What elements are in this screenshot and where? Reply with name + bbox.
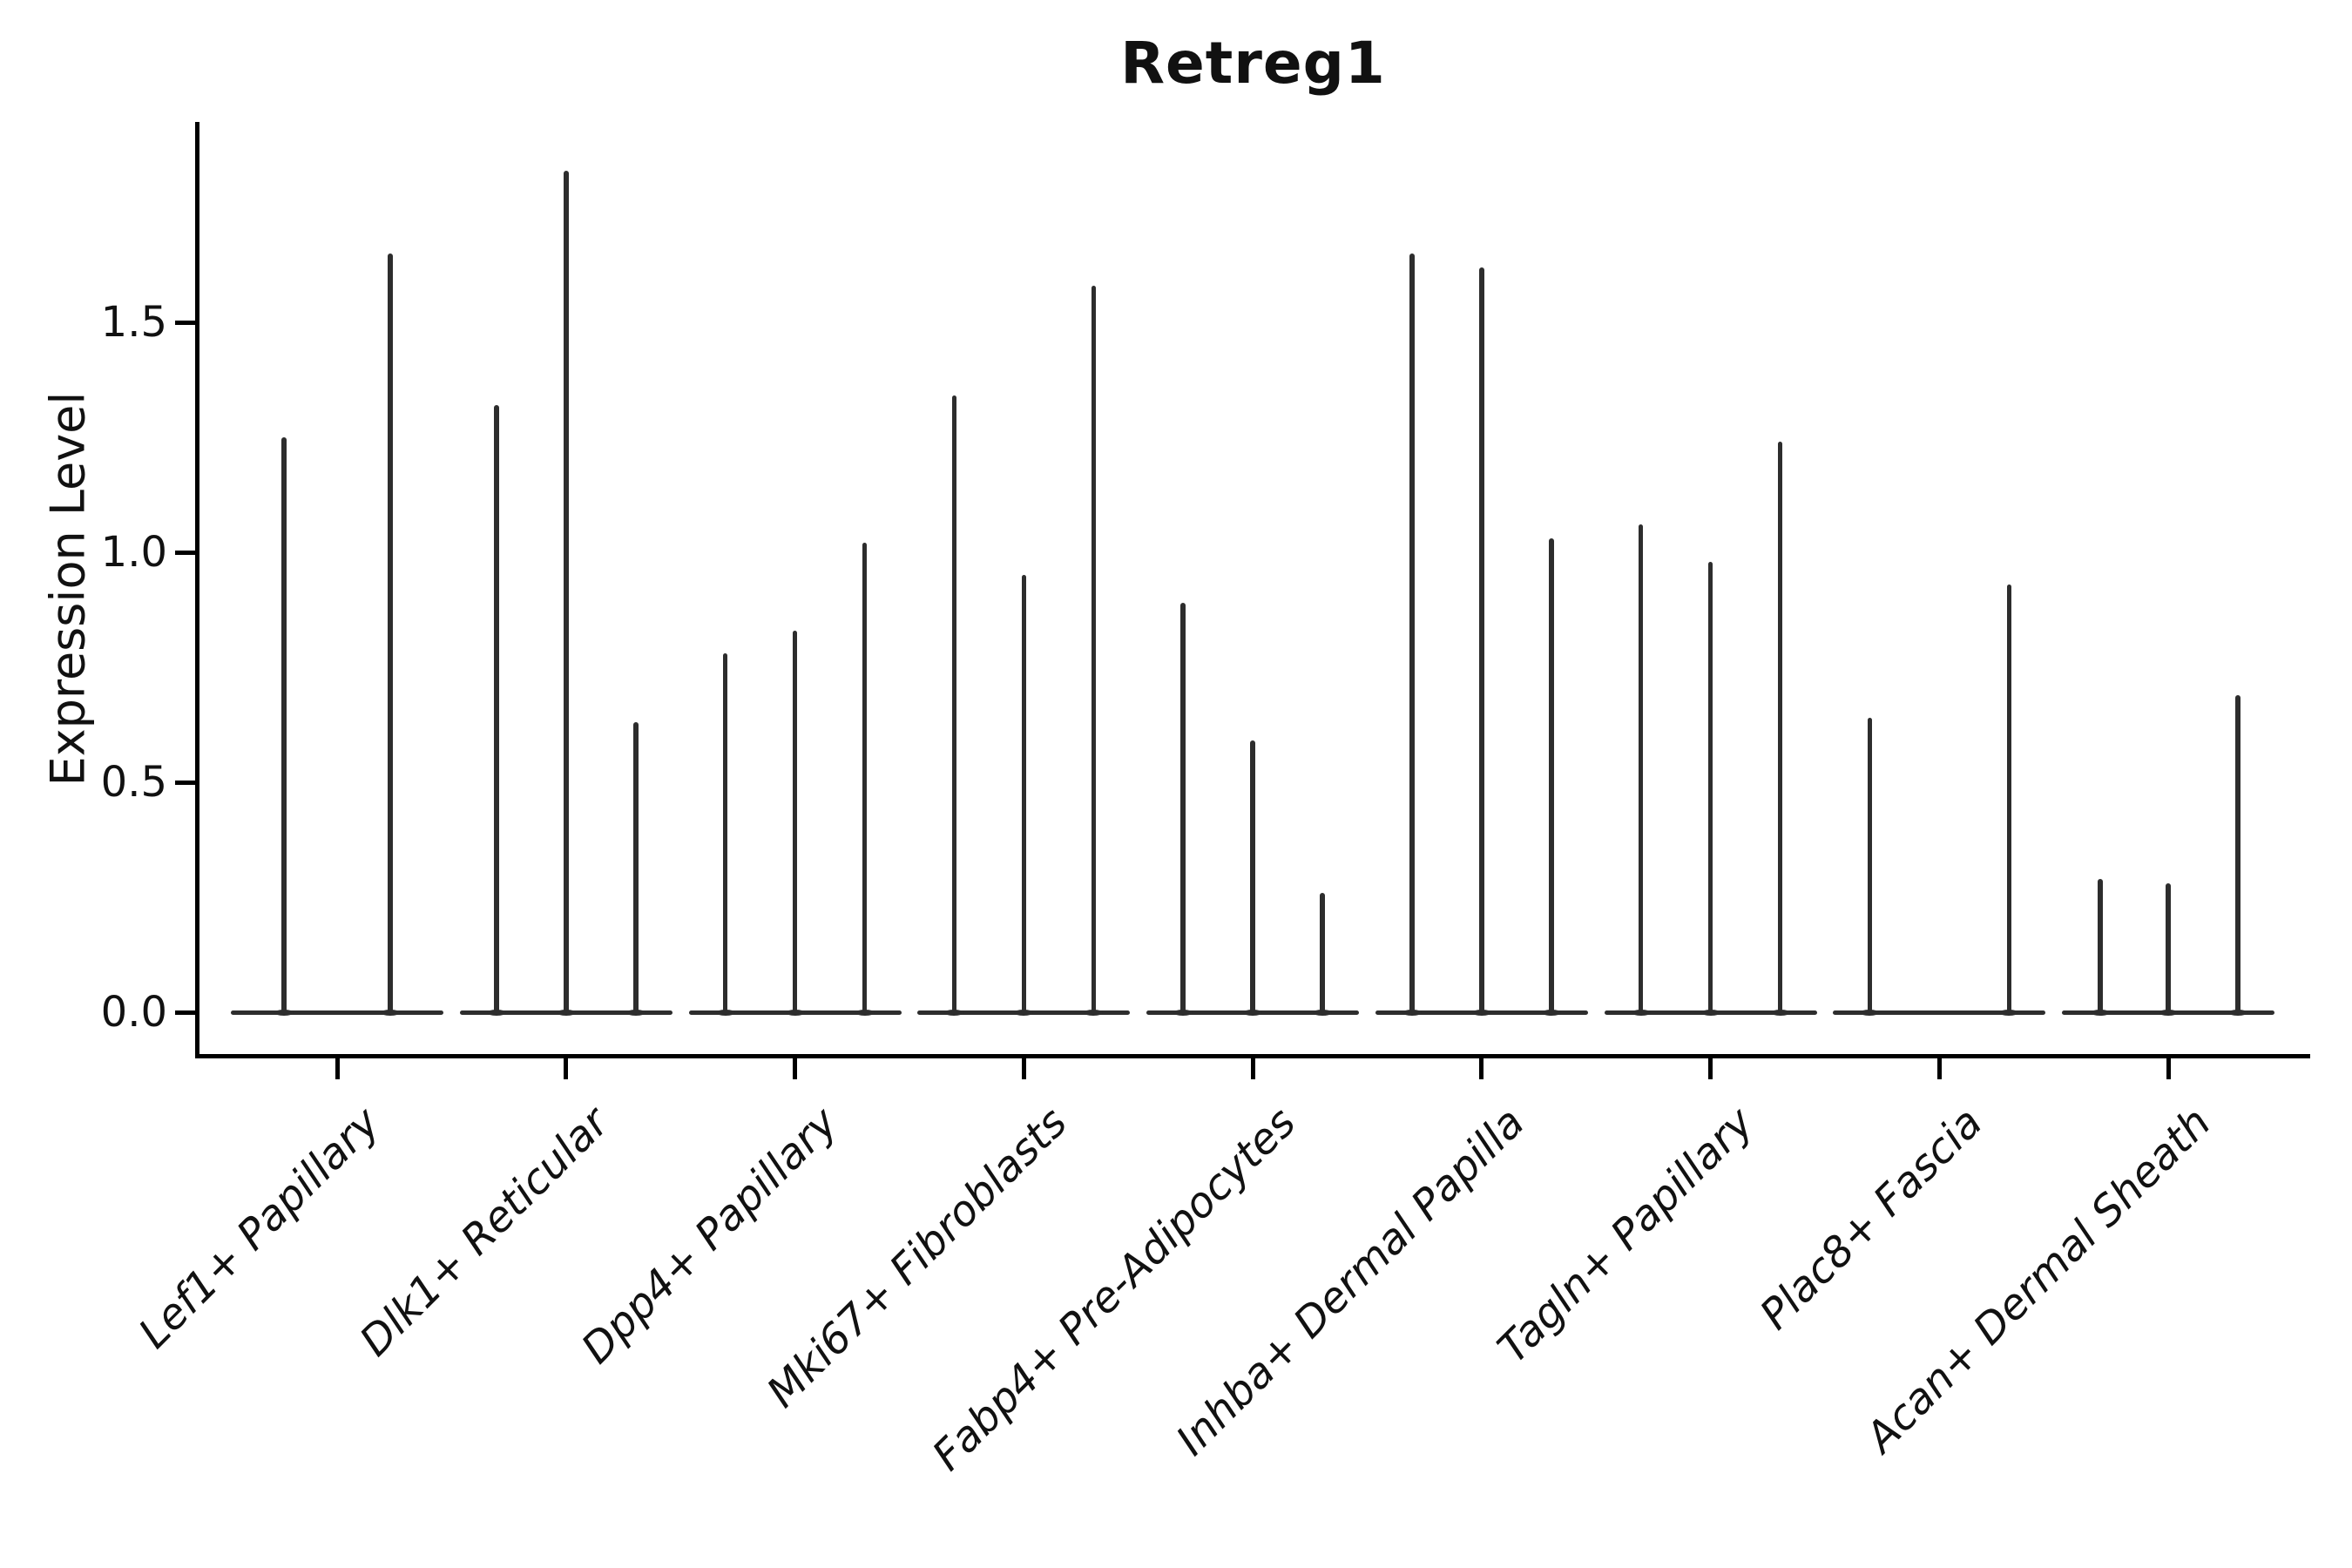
violin-spike [862,543,868,1015]
violin-spike [1707,561,1713,1015]
x-tick-mark [1479,1058,1484,1079]
violin-spike [792,630,798,1015]
violin-spike [1409,253,1415,1015]
violin-spike [722,653,728,1015]
violin-spike [1180,603,1186,1015]
x-category-label: Fabp4+ Pre-Adipocytes [923,1098,1306,1481]
y-tick-label: 1.0 [100,528,167,577]
x-axis-spine [195,1054,2310,1058]
violin-spike [388,253,393,1015]
violin-spike [564,170,569,1015]
violin-baseline [1833,1010,2046,1015]
x-tick-mark [1936,1058,1942,1079]
violin-spike [1250,740,1255,1015]
violin-spike [281,437,287,1015]
x-tick-mark [564,1058,569,1079]
violin-spike [1021,575,1026,1015]
x-tick-mark [1250,1058,1255,1079]
violin-spike [1549,538,1554,1015]
violin-spike [1320,892,1325,1015]
x-tick-mark [2166,1058,2171,1079]
y-tick-mark [175,1010,196,1015]
chart-title: Retreg1 [1120,30,1386,97]
y-tick-mark [175,320,196,325]
y-tick-mark [175,780,196,785]
y-tick-label: 0.0 [100,988,167,1037]
x-category-label: Plac8+ Fascia [1750,1098,1992,1340]
y-tick-mark [175,550,196,555]
violin-baseline [231,1010,443,1015]
violin-spike [2166,883,2171,1015]
y-axis-label: Expression Level [40,391,96,787]
x-tick-mark [335,1058,340,1079]
x-category-label: Lef1+ Papillary [130,1098,390,1358]
x-category-label: Tagln+ Papillary [1488,1098,1763,1373]
x-tick-mark [1708,1058,1713,1079]
violin-spike [1867,718,1872,1015]
violin-spike [2235,694,2240,1015]
violin-spike [633,722,639,1015]
violin-spike [1091,285,1096,1015]
violin-spike [2098,878,2103,1015]
y-tick-label: 0.5 [100,758,167,807]
y-tick-label: 1.5 [100,298,167,347]
x-tick-mark [1021,1058,1026,1079]
violin-spike [951,395,956,1015]
y-axis-spine [195,122,199,1058]
violin-spike [1638,524,1644,1015]
x-tick-mark [793,1058,797,1079]
violin-spike [494,405,499,1015]
x-category-label: Dpp4+ Papillary [572,1098,848,1374]
violin-spike [1479,267,1484,1015]
x-category-label: Dlk1+ Reticular [350,1098,618,1366]
violin-spike [1777,442,1783,1015]
violin-spike [2006,584,2011,1015]
